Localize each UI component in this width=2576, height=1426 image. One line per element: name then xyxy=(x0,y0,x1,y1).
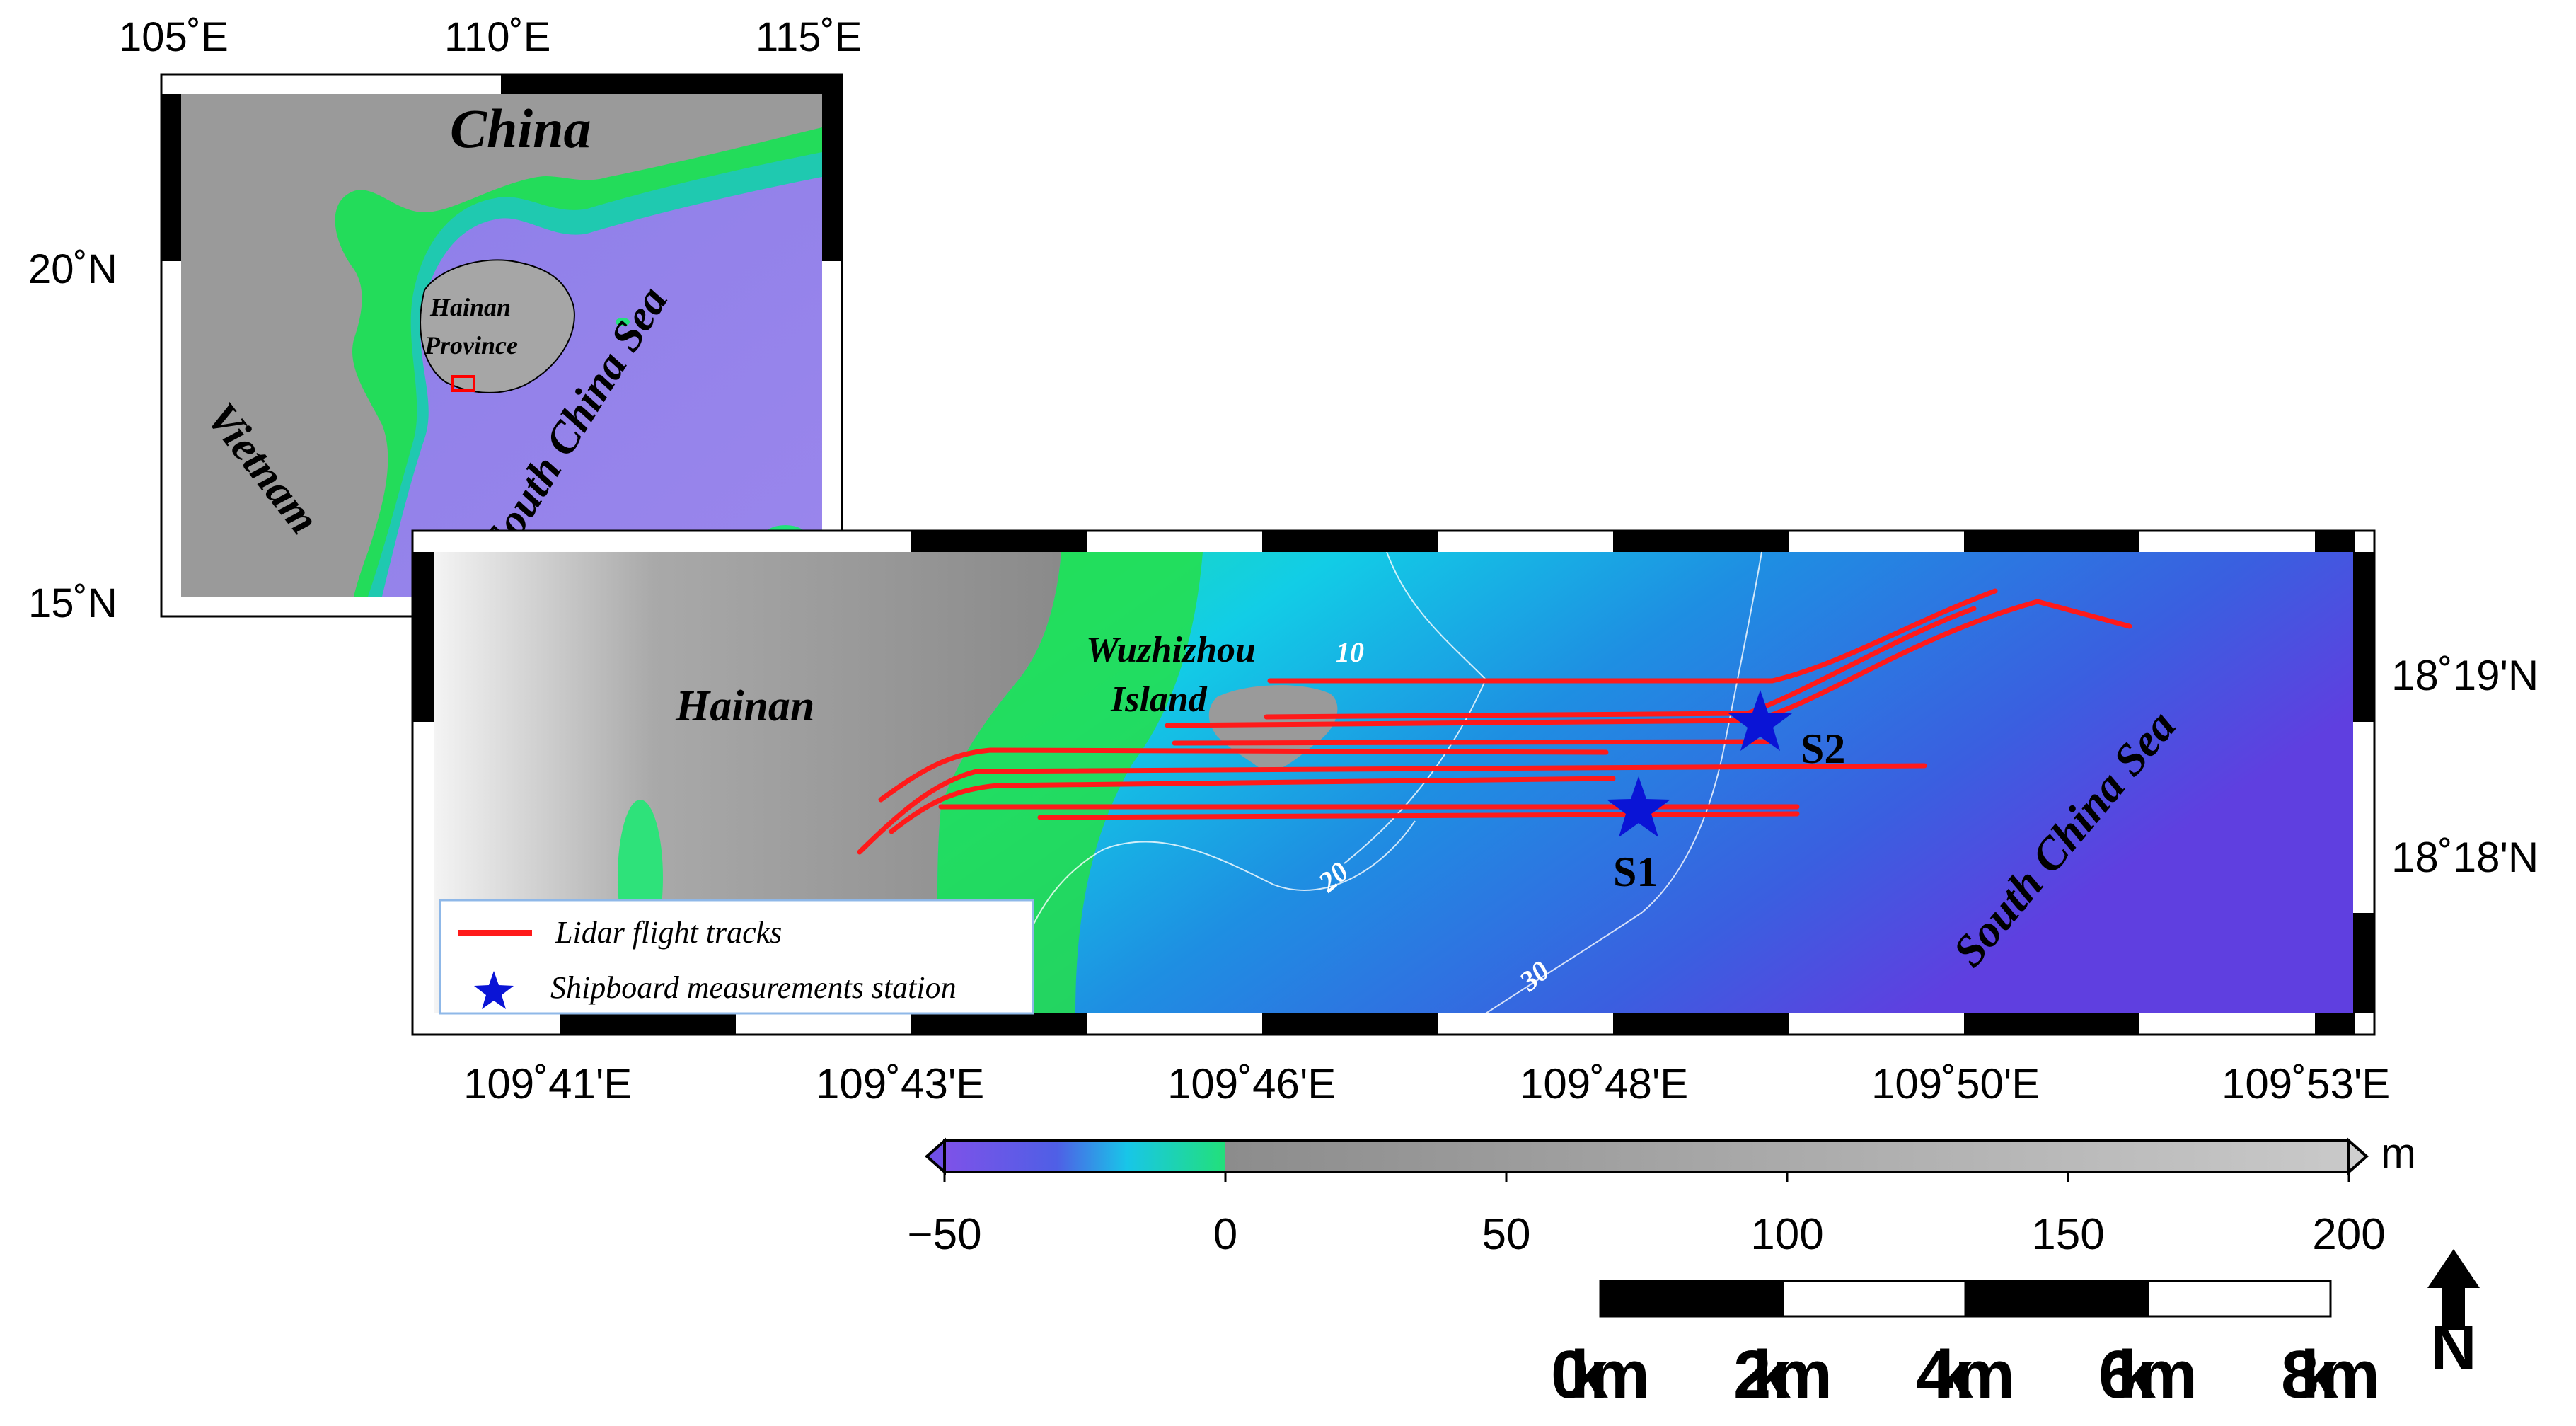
main-lon-tick-2: 109˚46'E xyxy=(1167,1060,1336,1108)
north-arrow: N xyxy=(2427,1249,2480,1384)
inset-frame-top-segment xyxy=(501,74,842,94)
main-label-wuzhizhou-line1: Wuzhizhou xyxy=(1086,630,1256,670)
contour-label-10: 10 xyxy=(1336,636,1364,668)
colorbar-unit: m xyxy=(2381,1129,2416,1177)
station-s1-star xyxy=(1607,776,1670,837)
colorbar-tick-label: 100 xyxy=(1750,1210,1823,1259)
colorbar-tick-label: 200 xyxy=(2312,1210,2385,1259)
inset-lat-tick-20: 20˚N xyxy=(28,246,117,292)
scale-bar-segment xyxy=(1599,1280,1784,1318)
main-frame-top-seg-4 xyxy=(1964,531,2139,552)
main-frame-bot-seg-2 xyxy=(911,1013,1087,1035)
scale-bar-segment xyxy=(1964,1280,2149,1318)
station-s1-label: S1 xyxy=(1613,849,1658,895)
main-label-wuzhizhou-line2: Island xyxy=(1110,679,1208,720)
inset-map: China Hainan Province South China Sea Vi… xyxy=(28,14,862,626)
colorbar: m −50 0 50 100 150 200 xyxy=(907,1129,2416,1259)
main-frame-right-seg-2 xyxy=(2353,913,2374,1013)
main-frame-top-seg-2 xyxy=(1262,531,1438,552)
inset-lat-tick-15: 15˚N xyxy=(28,580,117,626)
inset-island-small xyxy=(616,318,630,326)
main-frame-right-seg-1 xyxy=(2353,552,2374,722)
scale-bar-label: 4km xyxy=(1916,1337,2015,1413)
flight-track xyxy=(889,776,1616,834)
inset-hainan-island xyxy=(420,259,575,393)
legend-station-swatch xyxy=(474,971,514,1009)
inset-lon-tick-105: 105˚E xyxy=(119,14,229,60)
colorbar-tick-label: −50 xyxy=(907,1210,981,1259)
scale-bar-label: 8km xyxy=(2281,1337,2380,1413)
legend-track-label: Lidar flight tracks xyxy=(555,915,782,950)
main-frame-top-seg-5 xyxy=(2315,531,2355,552)
inset-frame-right-segment xyxy=(822,94,842,261)
inset-frame-left-segment xyxy=(161,94,181,261)
colorbar-tick-label: 50 xyxy=(1482,1210,1531,1259)
scale-bar-segment xyxy=(1781,1280,1967,1318)
station-s2-label: S2 xyxy=(1801,725,1845,772)
scale-bar-label: 0km xyxy=(1551,1337,1650,1413)
flight-track xyxy=(878,747,1609,803)
inset-study-area-box xyxy=(451,375,475,392)
scale-bar-label: 2km xyxy=(1733,1337,1832,1413)
main-label-hainan: Hainan xyxy=(675,682,814,730)
inset-lon-tick-115: 115˚E xyxy=(756,14,862,60)
station-s2-star xyxy=(1728,690,1792,751)
colorbar-ticks xyxy=(943,1172,2350,1182)
main-lon-tick-5: 109˚53'E xyxy=(2222,1060,2390,1108)
inset-label-china: China xyxy=(450,98,591,159)
main-frame-left-seg xyxy=(412,552,434,722)
main-frame-bot-seg-1 xyxy=(560,1013,736,1035)
main-lat-tick-1: 18˚18'N xyxy=(2391,834,2539,881)
main-lon-tick-3: 109˚48'E xyxy=(1520,1060,1688,1108)
main-land xyxy=(434,552,1061,1013)
main-frame-bot-seg-3 xyxy=(1262,1013,1438,1035)
flight-track xyxy=(857,763,1927,855)
inset-land xyxy=(181,94,822,597)
flight-track xyxy=(1037,811,1800,820)
main-frame-bot-seg-6 xyxy=(2315,1013,2355,1035)
colorbar-ramp xyxy=(943,1139,2350,1173)
flight-track xyxy=(1172,739,1772,746)
legend: Lidar flight tracks Shipboard measuremen… xyxy=(439,899,1034,1015)
main-frame-top-seg-3 xyxy=(1613,531,1789,552)
flight-track xyxy=(1267,588,1998,684)
inset-label-hainan-line1: Hainan xyxy=(429,293,511,321)
main-frame-top-seg-1 xyxy=(911,531,1087,552)
colorbar-right-arrow xyxy=(2347,1137,2369,1175)
contour-10 xyxy=(1344,551,1487,864)
colorbar-left-arrow xyxy=(924,1137,946,1175)
scale-bar: 0km 2km 4km 6km 8km xyxy=(1551,1280,2380,1413)
main-lon-tick-4: 109˚50'E xyxy=(1871,1060,2040,1108)
main-lon-tick-1: 109˚43'E xyxy=(816,1060,984,1108)
main-frame-bot-seg-5 xyxy=(1964,1013,2139,1035)
inset-lon-tick-110: 110˚E xyxy=(444,14,550,60)
north-arrow-label: N xyxy=(2431,1313,2477,1384)
north-arrow-icon xyxy=(2427,1249,2480,1330)
legend-station-label: Shipboard measurements station xyxy=(550,970,957,1005)
flight-tracks xyxy=(857,588,2132,855)
colorbar-tick-label: 0 xyxy=(1213,1210,1237,1259)
colorbar-tick-label: 150 xyxy=(2031,1210,2104,1259)
scale-bar-segment xyxy=(2147,1280,2332,1318)
main-frame-bot-seg-4 xyxy=(1613,1013,1789,1035)
inset-label-hainan-line2: Province xyxy=(424,331,518,360)
main-lat-tick-0: 18˚19'N xyxy=(2391,652,2539,699)
legend-box xyxy=(439,899,1034,1015)
scale-bar-label: 6km xyxy=(2098,1337,2197,1413)
main-map: 10 20 30 S2 S1 Hainan Wuzhizhou Island S… xyxy=(411,529,2539,1108)
contour-30 xyxy=(1485,551,1762,1014)
main-lon-tick-0: 109˚41'E xyxy=(463,1060,632,1108)
